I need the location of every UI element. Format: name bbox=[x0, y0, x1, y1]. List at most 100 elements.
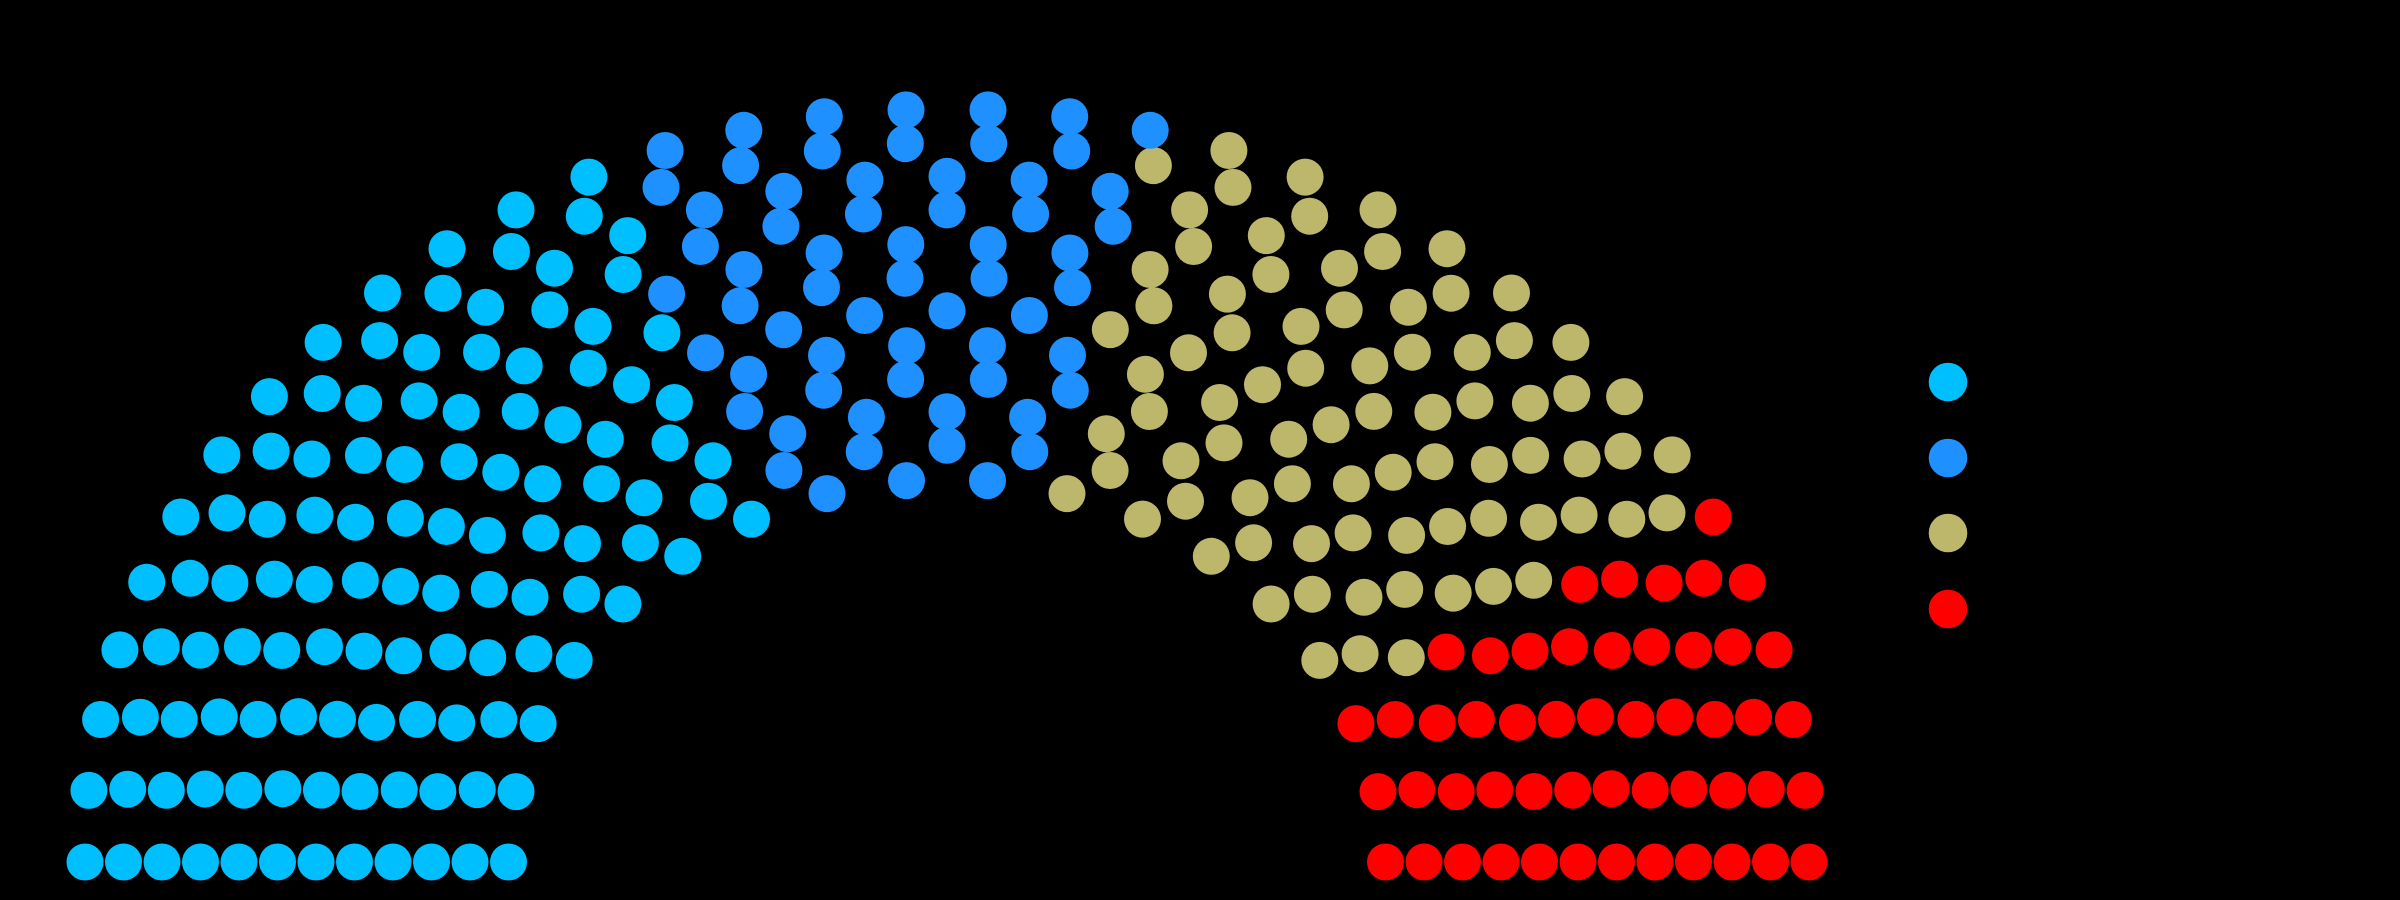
seat-dot-row11-seat23 bbox=[1432, 274, 1470, 312]
seat-dot-row8-seat18 bbox=[1208, 275, 1246, 313]
seat-dot-row7-seat6 bbox=[386, 499, 424, 537]
seat-dot-row4-seat22 bbox=[1482, 843, 1520, 881]
seat-dot-row11-seat20 bbox=[1214, 168, 1252, 206]
seat-dot-row9-seat26 bbox=[1633, 628, 1671, 666]
seat-dot-row9-seat8 bbox=[400, 382, 438, 420]
seat-dot-row2-seat15 bbox=[1293, 575, 1331, 613]
seat-dot-row11-seat21 bbox=[1291, 197, 1329, 235]
seat-dot-row2-seat14 bbox=[1235, 524, 1273, 562]
seat-dot-row5-seat3 bbox=[358, 703, 395, 741]
seat-dot-row9-seat29 bbox=[1675, 843, 1712, 881]
seat-dot-row11-seat16 bbox=[886, 125, 924, 163]
seat-dot-row6-seat1 bbox=[297, 843, 335, 881]
seat-dot-row4-seat8 bbox=[651, 424, 689, 462]
seat-dot-row10-seat15 bbox=[846, 161, 884, 199]
seat-dot-row2-seat10 bbox=[928, 426, 966, 464]
seat-dot-row8-seat24 bbox=[1561, 565, 1599, 603]
seat-dot-row5-seat24 bbox=[1521, 843, 1558, 881]
seat-dot-row2-seat19 bbox=[1405, 843, 1443, 881]
seat-dot-row8-seat2 bbox=[225, 771, 263, 809]
seat-dot-row5-seat4 bbox=[385, 637, 423, 675]
seat-dot-row7-seat8 bbox=[501, 392, 539, 430]
seat-dot-row1-seat3 bbox=[519, 705, 557, 743]
seat-dot-row6-seat15 bbox=[1091, 311, 1129, 349]
seat-dot-row7-seat14 bbox=[970, 259, 1008, 297]
seat-dot-row5-seat11 bbox=[808, 336, 845, 374]
seat-dot-row5-seat15 bbox=[1126, 355, 1164, 393]
seat-dot-row11-seat9 bbox=[361, 322, 399, 360]
seat-dot-row6-seat7 bbox=[482, 453, 520, 491]
seat-dot-row12-seat14 bbox=[646, 132, 684, 169]
seat-dot-row7-seat15 bbox=[1054, 269, 1091, 307]
seat-dot-row7-seat10 bbox=[643, 314, 681, 352]
legend-dot-icon-party-dodgerblue bbox=[1928, 438, 1968, 478]
seat-dot-row5-seat16 bbox=[1201, 384, 1239, 421]
seat-dot-row4-seat10 bbox=[805, 371, 843, 409]
seat-dot-row3-seat1 bbox=[413, 843, 450, 881]
seat-dot-row9-seat10 bbox=[531, 291, 569, 329]
seat-dot-row12-seat15 bbox=[725, 111, 763, 149]
seat-dot-row11-seat7 bbox=[252, 432, 290, 470]
seat-dot-row11-seat31 bbox=[1747, 770, 1785, 808]
seat-dot-row12-seat11 bbox=[428, 230, 466, 268]
seat-dot-row8-seat3 bbox=[239, 700, 277, 738]
seat-dot-row8-seat21 bbox=[1414, 393, 1452, 431]
seat-dot-row2-seat5 bbox=[563, 575, 601, 613]
seat-dot-row6-seat14 bbox=[1010, 297, 1048, 334]
seat-dot-row12-seat20 bbox=[1131, 111, 1169, 149]
seat-dot-row11-seat25 bbox=[1553, 375, 1591, 412]
seat-dot-row5-seat1 bbox=[336, 843, 373, 881]
seat-dot-row12-seat6 bbox=[162, 498, 200, 536]
seat-dot-row11-seat24 bbox=[1495, 322, 1533, 360]
seat-dot-row3-seat8 bbox=[694, 442, 732, 480]
seat-dot-row8-seat23 bbox=[1520, 503, 1557, 541]
seat-dot-row12-seat10 bbox=[364, 274, 401, 312]
seat-dot-row9-seat23 bbox=[1512, 436, 1550, 474]
seat-dot-row10-seat7 bbox=[293, 440, 331, 478]
seat-dot-row5-seat6 bbox=[468, 516, 506, 554]
seat-dot-row2-seat3 bbox=[480, 701, 518, 738]
seat-dot-row2-seat6 bbox=[621, 524, 659, 562]
seat-dot-row10-seat28 bbox=[1675, 631, 1713, 669]
seat-dot-row7-seat11 bbox=[721, 287, 759, 325]
seat-dot-row9-seat17 bbox=[1094, 207, 1132, 245]
seat-dot-row4-seat20 bbox=[1457, 700, 1495, 738]
seat-dot-row1-seat13 bbox=[1192, 537, 1230, 575]
seat-dot-row5-seat10 bbox=[730, 355, 768, 393]
seat-dot-row8-seat28 bbox=[1636, 843, 1674, 881]
seat-dot-row11-seat27 bbox=[1648, 494, 1686, 532]
seat-dot-row6-seat19 bbox=[1374, 453, 1412, 491]
seat-dot-row3-seat4 bbox=[469, 639, 507, 677]
seat-dot-row2-seat12 bbox=[1091, 452, 1129, 489]
seat-dot-row6-seat24 bbox=[1554, 771, 1592, 809]
seat-dot-row11-seat8 bbox=[303, 375, 341, 412]
seat-dot-row8-seat19 bbox=[1282, 307, 1320, 345]
seat-dot-row4-seat18 bbox=[1386, 570, 1424, 608]
seat-dot-row4-seat11 bbox=[887, 360, 925, 398]
seat-dot-row7-seat20 bbox=[1416, 443, 1454, 481]
seat-dot-row1-seat18 bbox=[1367, 843, 1404, 881]
seat-dot-row8-seat26 bbox=[1617, 700, 1655, 738]
seat-dot-row3-seat18 bbox=[1387, 639, 1425, 677]
seat-dot-row7-seat24 bbox=[1577, 698, 1614, 736]
seat-dot-row10-seat17 bbox=[1010, 161, 1048, 199]
seat-dot-row7-seat3 bbox=[280, 698, 317, 736]
seat-dot-row9-seat12 bbox=[681, 228, 719, 265]
seat-dot-row10-seat31 bbox=[1713, 843, 1751, 881]
seat-dot-row10-seat14 bbox=[765, 172, 803, 210]
seat-dot-row3-seat20 bbox=[1437, 773, 1475, 811]
seat-dot-row6-seat2 bbox=[302, 771, 340, 809]
seat-dot-row12-seat8 bbox=[250, 378, 288, 416]
seat-dot-row12-seat26 bbox=[1552, 323, 1590, 361]
seat-dot-row10-seat24 bbox=[1511, 384, 1549, 422]
seat-dot-row3-seat7 bbox=[625, 479, 663, 517]
seat-dot-row8-seat5 bbox=[295, 565, 333, 603]
seat-dot-row11-seat5 bbox=[171, 559, 209, 597]
seat-dot-row3-seat16 bbox=[1293, 525, 1330, 563]
seat-dot-row8-seat1 bbox=[220, 843, 258, 881]
seat-dot-row10-seat8 bbox=[345, 384, 383, 422]
seat-dot-row1-seat2 bbox=[497, 773, 535, 811]
seat-dot-row5-seat8 bbox=[586, 420, 624, 458]
seat-dot-row12-seat16 bbox=[805, 98, 843, 136]
seat-dot-row9-seat2 bbox=[186, 770, 224, 808]
